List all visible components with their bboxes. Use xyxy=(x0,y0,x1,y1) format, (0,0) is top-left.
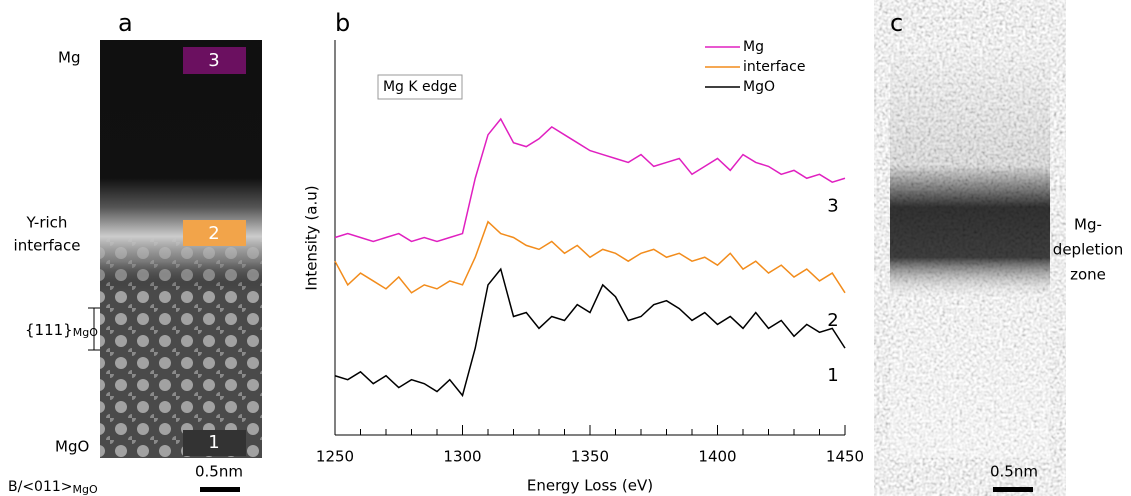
x-axis-label: Energy Loss (eV) xyxy=(527,477,653,495)
x-tick-label: 1400 xyxy=(698,448,736,466)
annotation-box xyxy=(377,74,463,100)
spectrum-line xyxy=(334,220,846,294)
panel-label: c xyxy=(890,9,903,37)
panel-c: c Mg- depletion zone 0.5nm xyxy=(890,9,1123,492)
legend-label: interface xyxy=(743,59,805,75)
scale-bar xyxy=(993,487,1033,492)
spectrum-line xyxy=(334,267,846,398)
curve-label: 2 xyxy=(827,310,838,331)
stem-overlay xyxy=(100,40,262,458)
legend-label: Mg xyxy=(743,39,764,55)
label-main: {111} xyxy=(25,321,73,339)
curve-label: 1 xyxy=(827,365,838,386)
label: Mg- xyxy=(1074,216,1102,234)
label: MgO xyxy=(55,438,89,456)
label: Y-rich xyxy=(26,214,68,232)
label: interface xyxy=(14,237,81,255)
box-label: 3 xyxy=(208,50,219,71)
annotation: Mg K edge xyxy=(383,79,457,95)
label-main: B/<011> xyxy=(8,479,73,495)
x-tick-label: 1250 xyxy=(316,448,354,466)
scale-label: 0.5nm xyxy=(195,463,243,481)
box-label: 1 xyxy=(208,432,219,453)
curve-label: 3 xyxy=(827,195,838,216)
scale-bar xyxy=(200,487,240,492)
y-axis-label: Intensity (a.u) xyxy=(303,185,321,290)
region-box xyxy=(183,430,246,456)
legend-label: MgO xyxy=(743,79,775,95)
label-sub: MgO xyxy=(73,326,98,339)
panel-label: b xyxy=(335,9,350,37)
label: B/<011>MgO xyxy=(8,479,98,496)
label: zone xyxy=(1070,266,1106,284)
spectrum-line xyxy=(334,117,846,243)
x-tick-label: 1450 xyxy=(826,448,864,466)
scale-label: 0.5nm xyxy=(990,463,1038,481)
x-tick-label: 1300 xyxy=(443,448,481,466)
panel-b: b Mg K edge Energy Loss (eV) Intensity (… xyxy=(303,9,865,495)
label-sub: MgO xyxy=(73,483,98,496)
region-box xyxy=(183,220,246,246)
region-box xyxy=(183,47,246,74)
label: {111}MgO xyxy=(25,321,98,340)
label: depletion xyxy=(1053,241,1123,259)
label: Mg xyxy=(58,49,80,67)
bracket xyxy=(88,307,100,351)
x-tick-label: 1350 xyxy=(571,448,609,466)
box-label: 2 xyxy=(208,223,219,244)
panel-a: 3 2 1 a Mg Y-rich interface {111}MgO MgO… xyxy=(8,9,262,496)
panel-label: a xyxy=(118,9,133,37)
map-overlay xyxy=(890,40,1050,458)
